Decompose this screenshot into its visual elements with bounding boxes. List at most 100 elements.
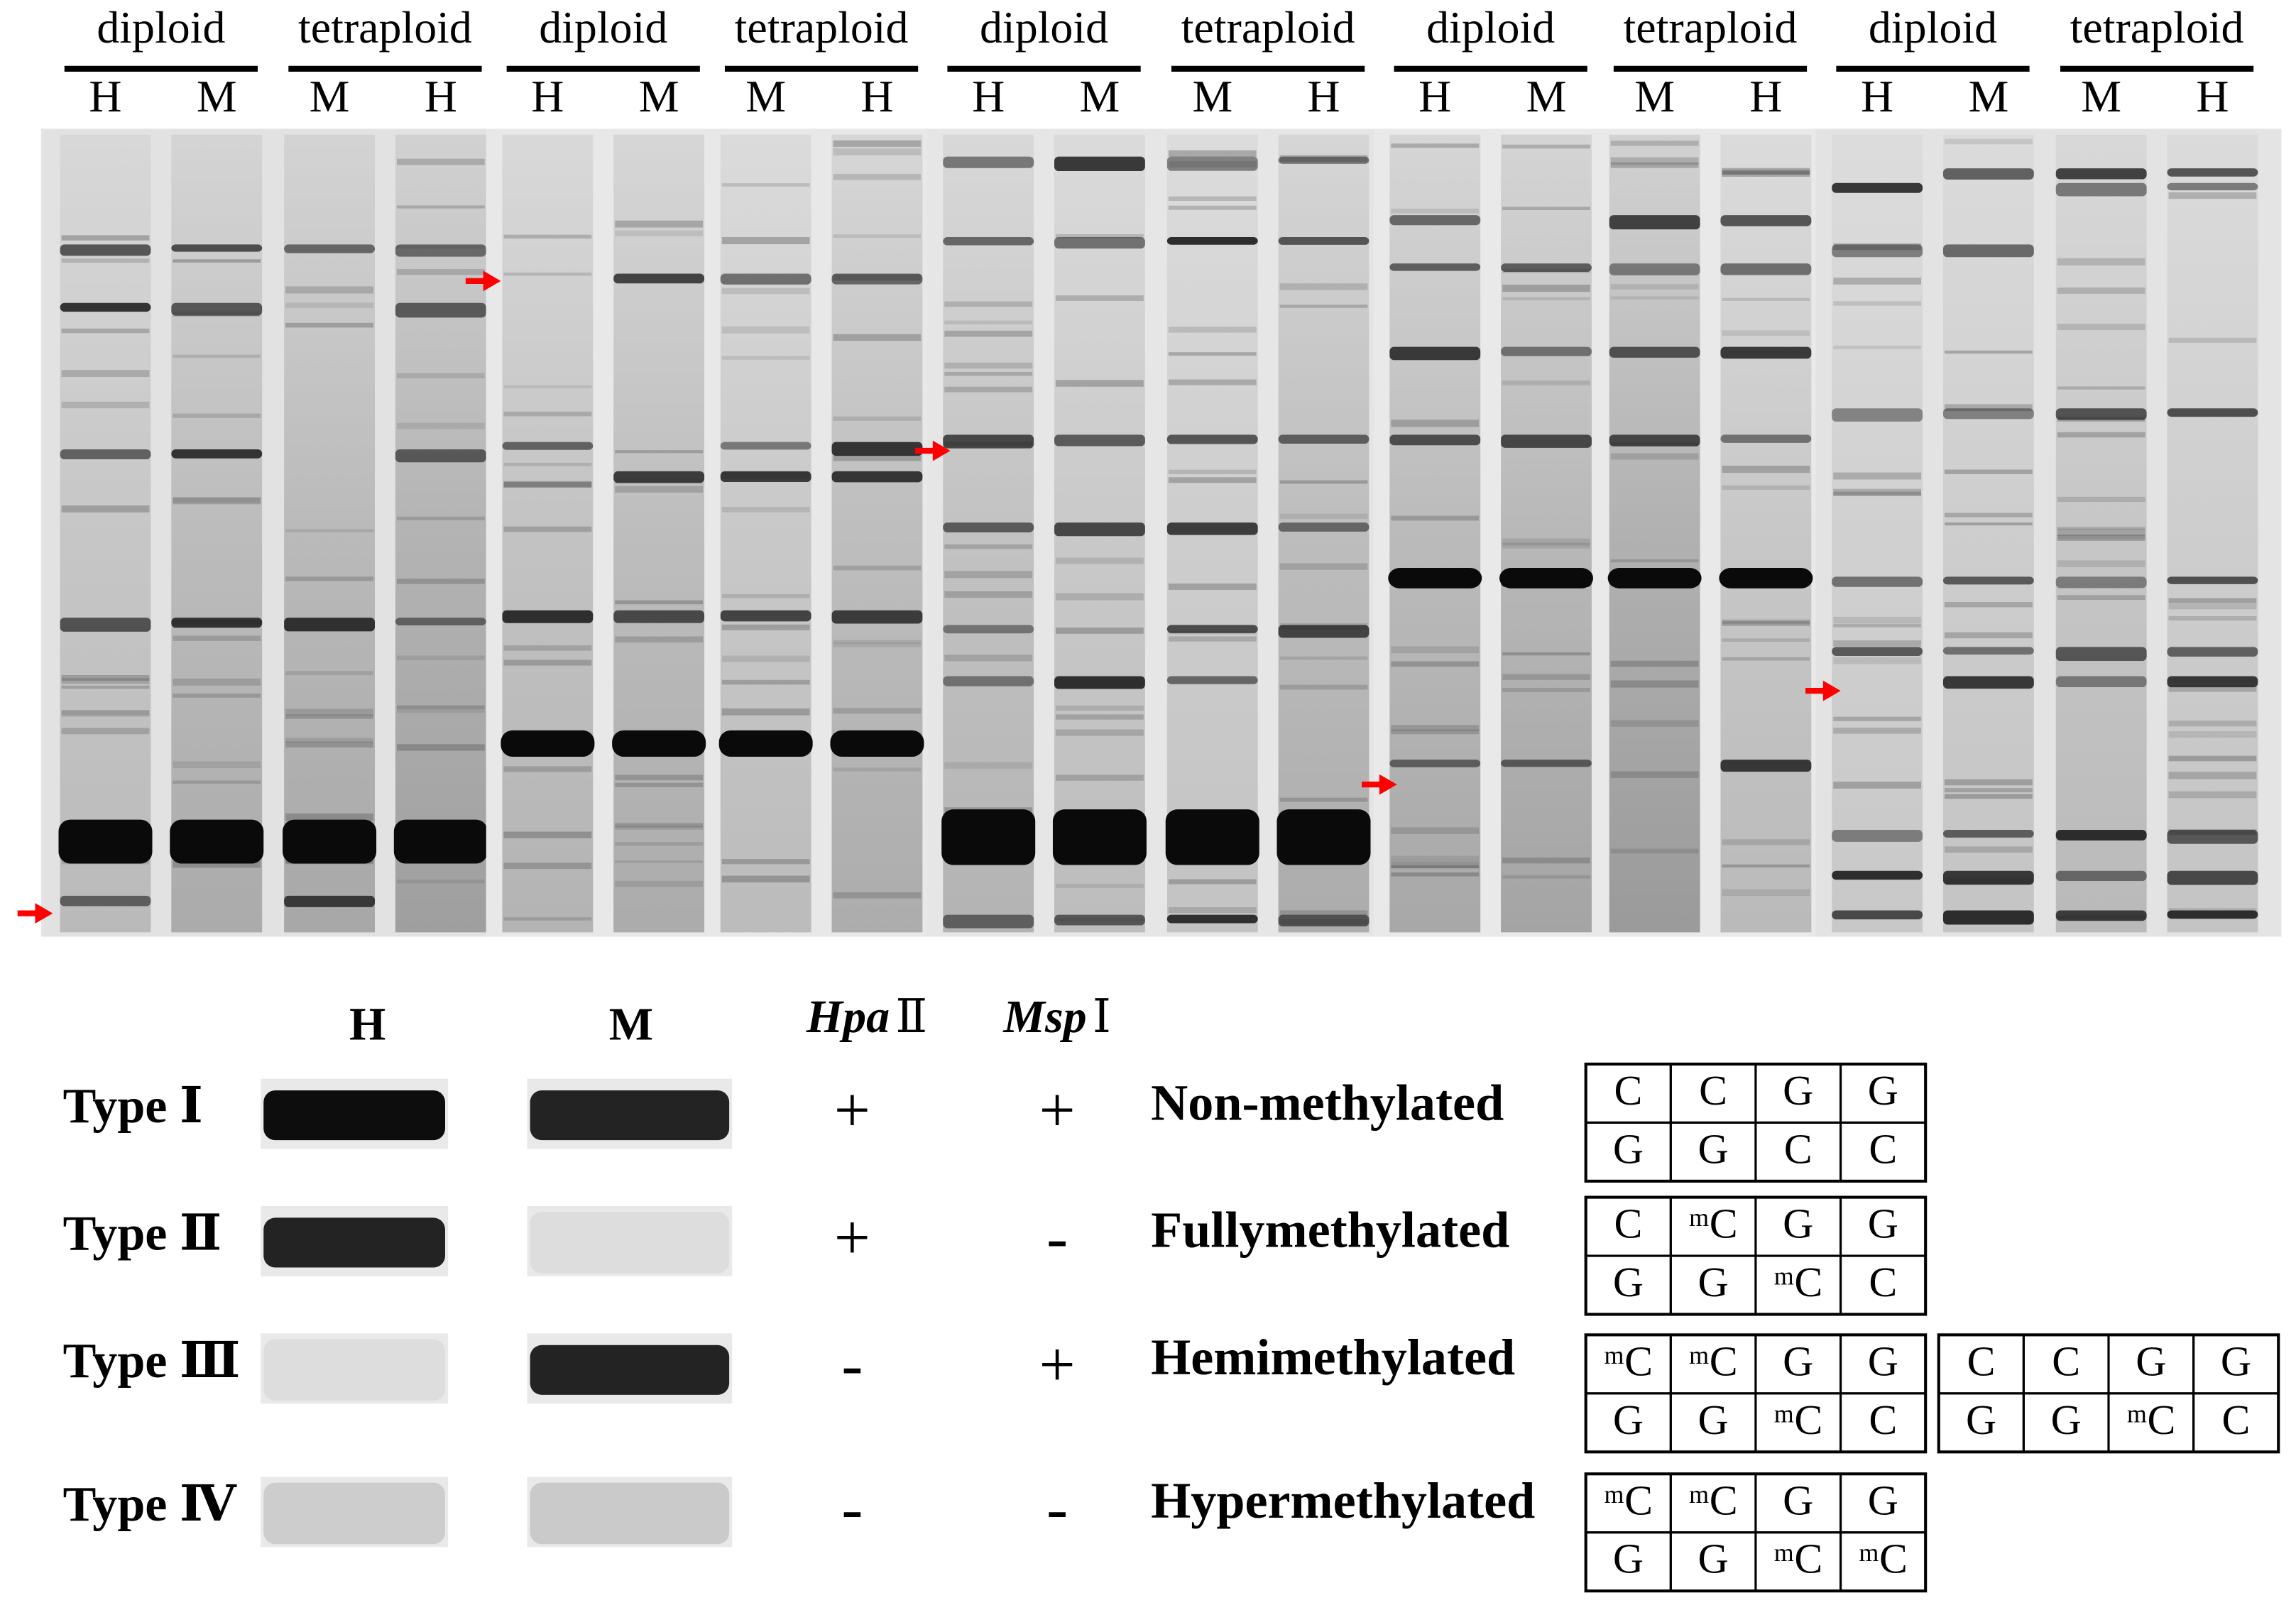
band xyxy=(1166,676,1258,684)
band xyxy=(1832,870,1923,880)
band-sample xyxy=(530,1482,730,1545)
faint-band xyxy=(2168,616,2257,621)
methylation-status: Hemimethylated xyxy=(1151,1329,1515,1386)
faint-band xyxy=(1168,196,1257,202)
faint-band xyxy=(944,371,1033,376)
lane-label: H xyxy=(1861,71,1893,121)
band xyxy=(60,302,151,312)
faint-band xyxy=(1391,827,1480,834)
faint-band xyxy=(1722,657,1810,661)
band xyxy=(1720,434,1812,443)
faint-band xyxy=(1722,889,1810,897)
faint-band xyxy=(1056,774,1144,781)
band xyxy=(1278,156,1370,164)
faint-band xyxy=(503,481,592,488)
faint-band xyxy=(833,767,922,772)
faint-band xyxy=(833,140,922,147)
band xyxy=(284,895,375,907)
group-label: diploid xyxy=(980,2,1108,53)
faint-band xyxy=(1502,284,1590,292)
faint-band xyxy=(721,356,810,360)
lane-label: M xyxy=(1634,71,1675,121)
faint-band xyxy=(503,385,592,388)
faint-band xyxy=(1833,640,1921,647)
faint-band xyxy=(2168,908,2257,912)
faint-band xyxy=(1168,469,1257,474)
group-label: diploid xyxy=(97,2,225,53)
faint-band xyxy=(61,235,150,241)
lane-label: H xyxy=(1307,71,1340,121)
faint-band xyxy=(1056,714,1144,720)
band xyxy=(60,618,151,632)
faint-band xyxy=(833,642,922,647)
lane xyxy=(943,134,1034,933)
band xyxy=(2167,910,2258,919)
band xyxy=(2167,870,2258,885)
faint-band xyxy=(173,497,261,505)
legend: H M Hpa Ⅱ Msp Ⅰ Type Ⅰ + + Non-methylated C C G G… xyxy=(63,991,2280,1593)
faint-band xyxy=(1722,168,1810,175)
heavy-band xyxy=(941,809,1036,865)
lane-label: H xyxy=(2196,71,2229,121)
faint-band xyxy=(615,880,703,887)
faint-band xyxy=(833,454,922,461)
faint-band xyxy=(396,269,485,275)
faint-band xyxy=(503,462,592,466)
faint-band xyxy=(2168,721,2257,727)
site-base: G xyxy=(1698,1125,1729,1172)
band xyxy=(2055,676,2147,688)
faint-band xyxy=(2057,560,2145,567)
band xyxy=(1501,263,1592,272)
faint-band xyxy=(1722,638,1810,642)
site-base: ᵐC xyxy=(1604,1477,1653,1523)
heavy-band xyxy=(58,819,153,864)
site-base: ᵐC xyxy=(2126,1396,2175,1443)
lane xyxy=(831,134,923,933)
band-sample xyxy=(263,1339,445,1401)
faint-band xyxy=(1610,720,1699,727)
band xyxy=(613,610,705,623)
faint-band xyxy=(1391,208,1480,214)
site-base: G xyxy=(1783,1067,1813,1114)
lane-label: M xyxy=(639,71,679,121)
faint-band xyxy=(396,744,485,751)
heavy-band xyxy=(1165,809,1259,865)
site-base: G xyxy=(1868,1337,1898,1384)
faint-band xyxy=(833,640,922,644)
band xyxy=(2167,830,2258,844)
group-label: diploid xyxy=(539,2,667,53)
band-sample xyxy=(263,1217,445,1268)
faint-band xyxy=(944,301,1033,307)
faint-band xyxy=(503,272,592,276)
faint-band xyxy=(1610,157,1699,164)
heavy-band xyxy=(1277,809,1371,865)
faint-band xyxy=(1168,477,1257,483)
faint-band xyxy=(1610,660,1699,667)
band xyxy=(502,442,594,450)
band xyxy=(1054,676,1145,689)
band xyxy=(284,618,375,632)
faint-band xyxy=(1610,141,1699,146)
site-base: C xyxy=(1614,1067,1643,1114)
faint-band xyxy=(721,875,810,883)
faint-band xyxy=(1502,538,1590,546)
faint-band xyxy=(1945,602,2033,608)
group-label: diploid xyxy=(1869,2,1997,53)
lane xyxy=(1278,134,1370,933)
faint-band xyxy=(1391,646,1480,654)
faint-band xyxy=(2057,535,2145,540)
lane xyxy=(395,134,486,933)
type-label: Type Ⅰ xyxy=(63,1079,203,1134)
faint-band xyxy=(833,708,922,714)
faint-band xyxy=(503,917,592,921)
faint-band xyxy=(944,386,1033,393)
faint-band xyxy=(1168,161,1257,168)
band xyxy=(2055,168,2147,180)
faint-band xyxy=(1056,729,1144,736)
heavy-band xyxy=(393,819,488,864)
faint-band xyxy=(944,655,1033,662)
band xyxy=(1389,760,1481,767)
faint-band xyxy=(1502,858,1590,864)
faint-band xyxy=(721,327,810,334)
